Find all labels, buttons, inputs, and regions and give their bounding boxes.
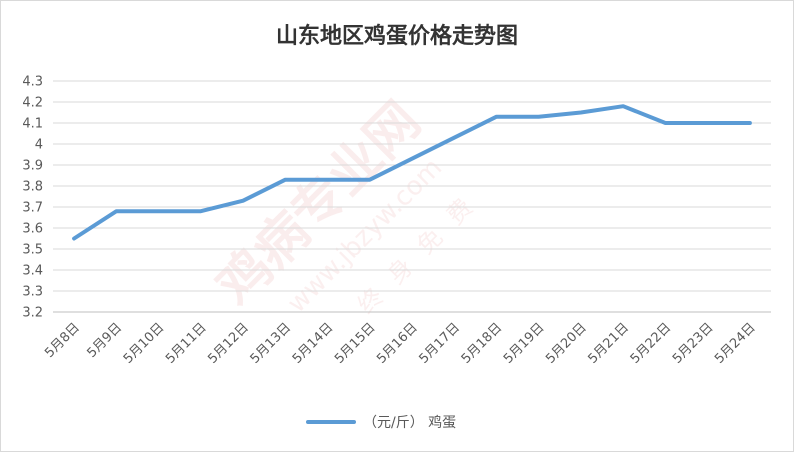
data-point	[410, 157, 414, 161]
data-point	[663, 121, 667, 125]
data-point	[706, 121, 710, 125]
data-point	[199, 209, 203, 213]
x-tick-label: 5月11日	[163, 320, 210, 367]
x-tick-label: 5月16日	[374, 320, 421, 367]
data-point	[452, 136, 456, 140]
chart-title: 山东地区鸡蛋价格走势图	[276, 23, 518, 49]
x-tick-label: 5月21日	[585, 320, 632, 367]
x-tick-label: 5月10日	[121, 320, 168, 367]
data-point	[241, 199, 245, 203]
y-tick-label: 3.2	[22, 306, 43, 321]
data-point	[157, 209, 161, 213]
x-tick-label: 5月22日	[628, 320, 675, 367]
x-tick-label: 5月24日	[712, 320, 759, 367]
x-tick-label: 5月19日	[501, 320, 548, 367]
x-axis-ticks: 5月8日 5月9日5月10日5月11日5月12日5月13日5月14日5月15日5月…	[42, 320, 758, 367]
x-tick-label: 5月8日	[42, 320, 83, 361]
data-point	[537, 115, 541, 119]
data-point	[579, 111, 583, 114]
y-tick-label: 4.3	[22, 75, 43, 90]
x-tick-label: 5月15日	[332, 320, 379, 367]
y-tick-label: 4.1	[22, 117, 43, 132]
data-point	[748, 121, 752, 125]
data-point	[283, 178, 287, 182]
y-tick-label: 3.3	[22, 285, 43, 300]
x-tick-label: 5月18日	[459, 320, 506, 367]
legend: （元/斤） 鸡蛋	[306, 414, 456, 431]
x-tick-label: 5月9日	[84, 320, 125, 361]
y-tick-label: 3.7	[22, 201, 43, 216]
y-tick-label: 3.9	[22, 159, 43, 174]
y-tick-label: 3.4	[22, 264, 43, 279]
data-point	[72, 237, 76, 240]
data-point	[114, 209, 118, 213]
x-tick-label: 5月14日	[290, 320, 337, 367]
y-tick-label: 3.8	[22, 180, 43, 195]
data-point	[326, 178, 330, 182]
x-tick-label: 5月13日	[248, 320, 295, 367]
y-tick-label: 3.5	[22, 243, 43, 258]
legend-label: （元/斤） 鸡蛋	[363, 414, 456, 431]
data-point	[368, 178, 372, 182]
gridlines	[53, 80, 771, 313]
x-tick-label: 5月23日	[670, 320, 717, 367]
series-layer	[72, 104, 752, 241]
x-tick-label: 5月17日	[417, 320, 464, 367]
y-tick-label: 3.6	[22, 222, 43, 237]
x-tick-label: 5月12日	[205, 320, 252, 367]
data-point	[621, 104, 625, 108]
y-tick-label: 4.2	[22, 96, 43, 111]
watermark-slogan: 终身免费	[352, 181, 491, 320]
data-point	[494, 115, 498, 119]
y-axis-ticks: 4.3 4.2 4.1 4 3.9 3.8 3.7 3.6 3.5 3.4 3.3 3.2	[22, 75, 43, 321]
x-tick-label: 5月20日	[543, 320, 590, 367]
y-tick-label: 4	[35, 138, 43, 153]
